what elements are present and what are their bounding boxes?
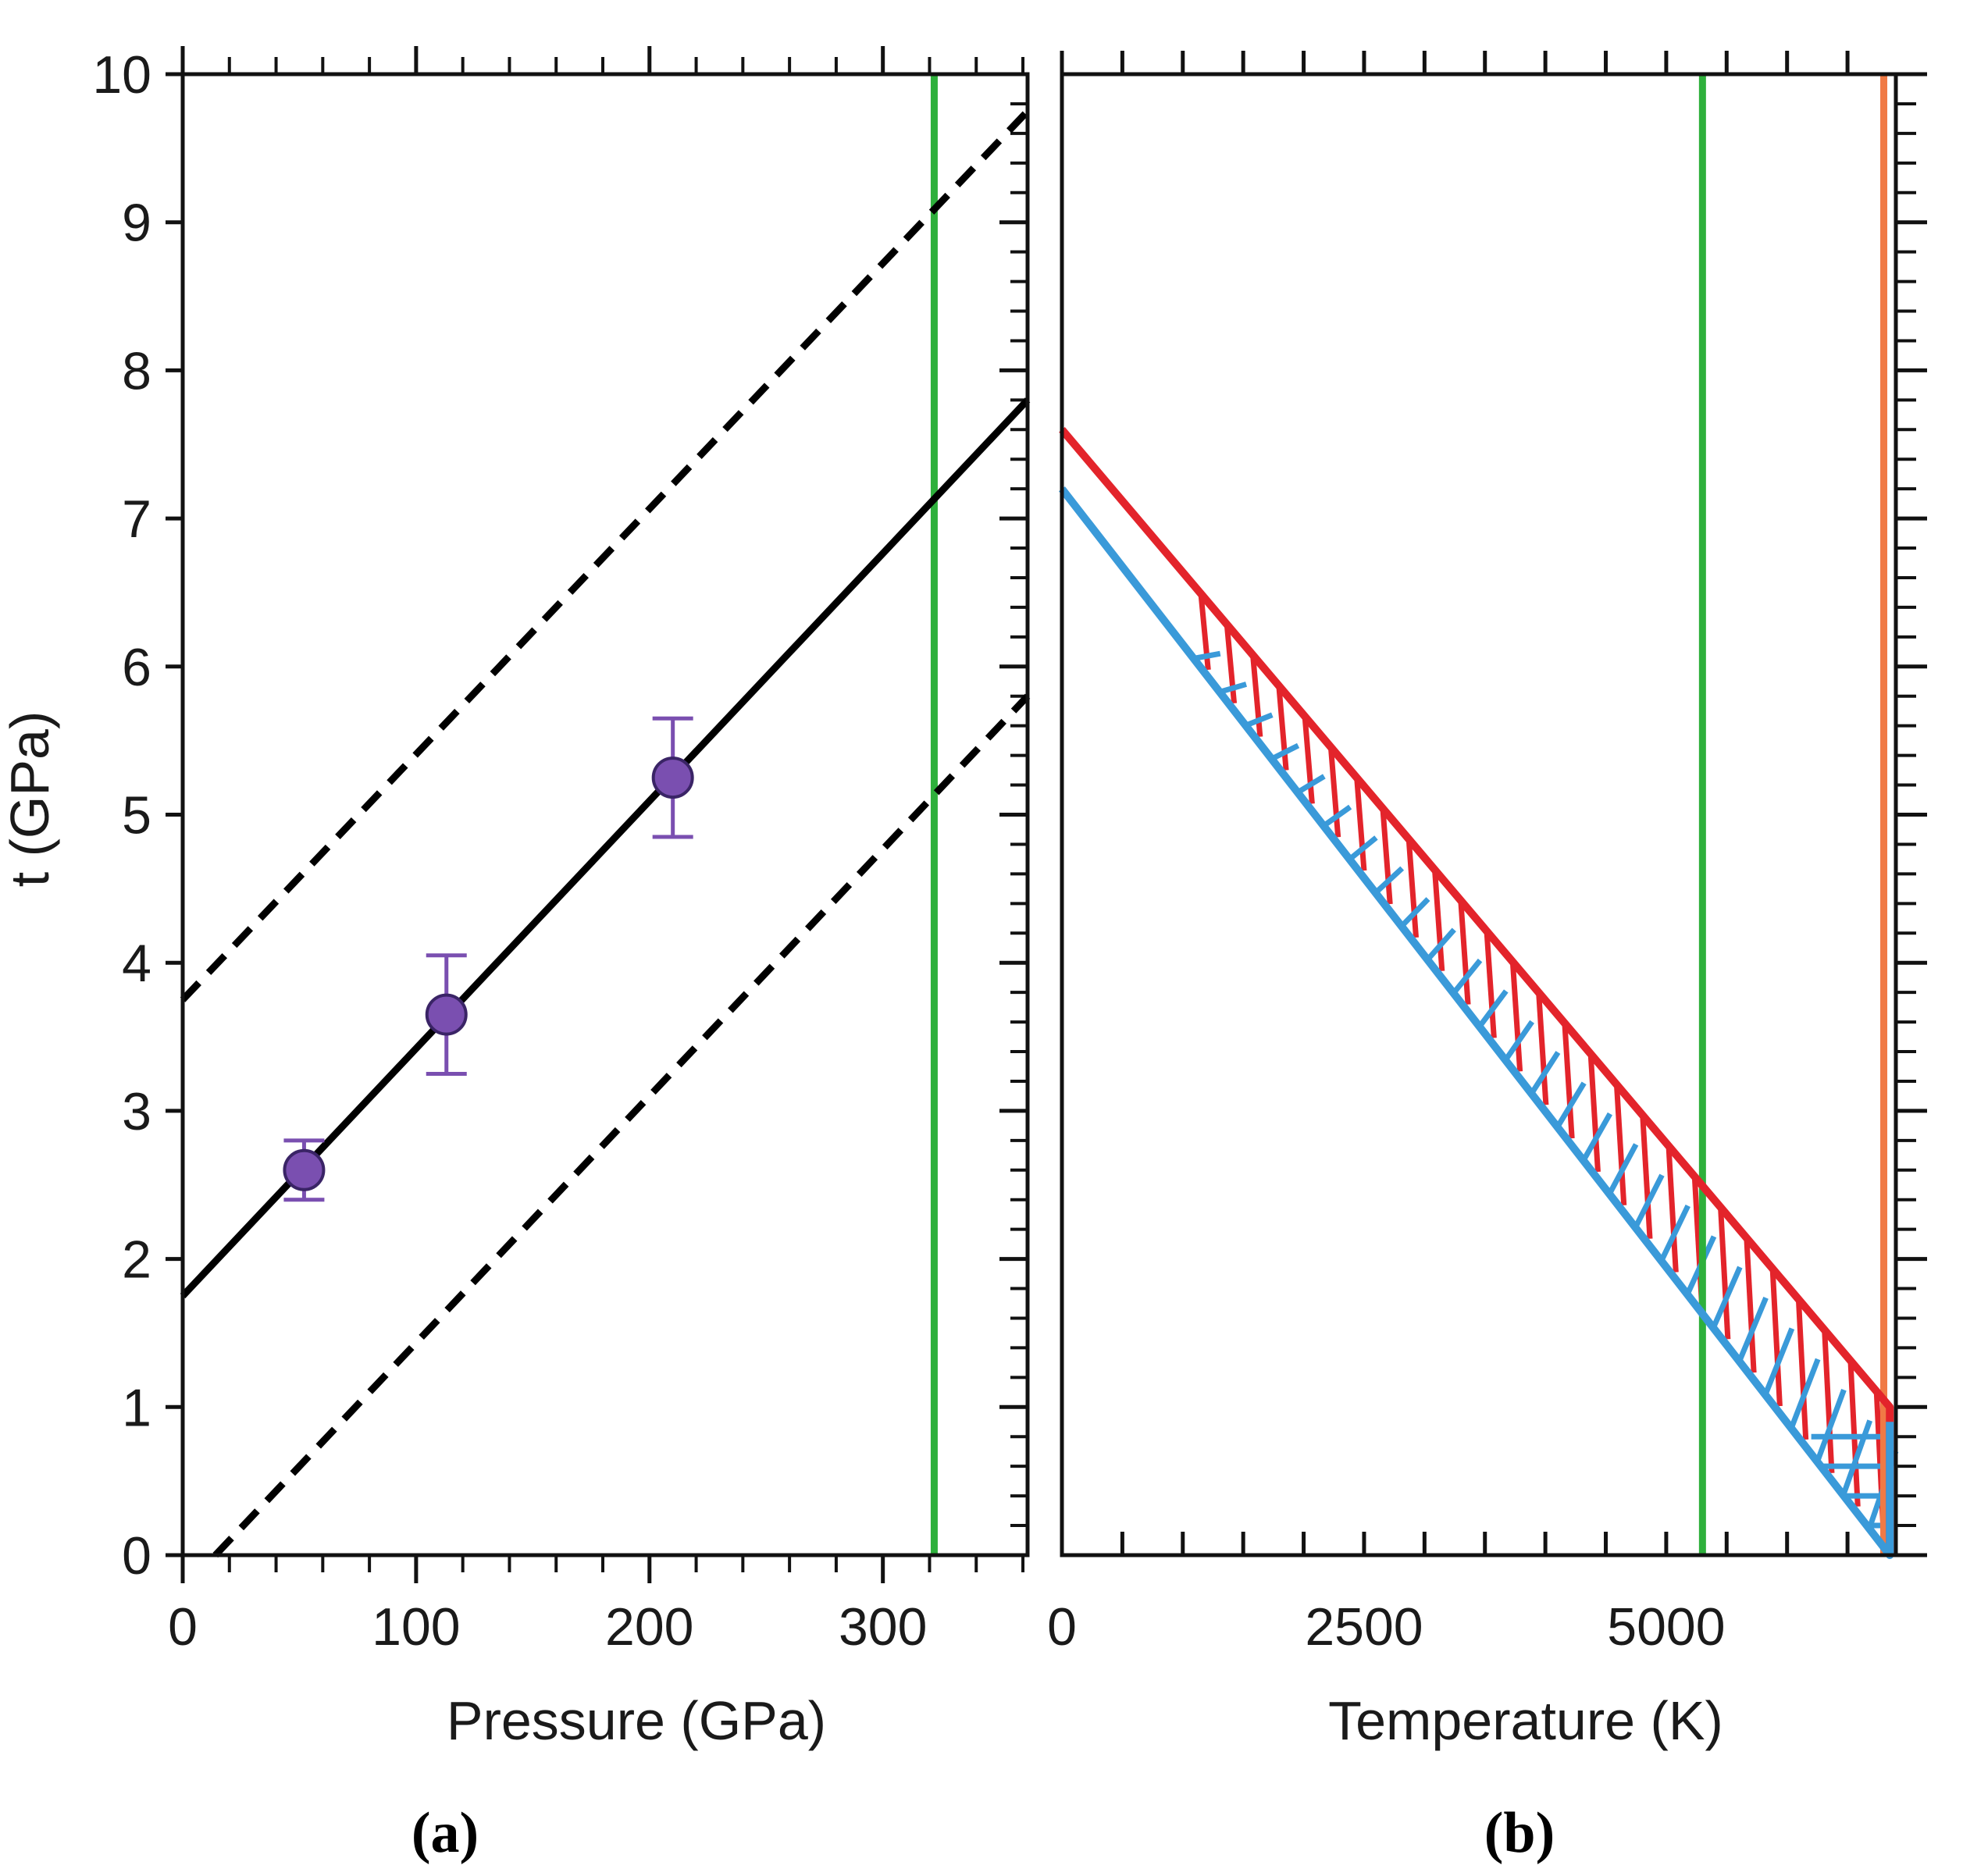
y-tick-label: 7 (122, 489, 151, 549)
red-hatch-line (1432, 869, 1445, 972)
y-tick-label: 6 (122, 638, 151, 697)
blue-hatch-line (1762, 1327, 1795, 1396)
dashed-bound-line (212, 693, 1031, 1558)
y-tick-label: 1 (122, 1378, 151, 1437)
red-hatch-line (1666, 1145, 1679, 1273)
y-tick-label: 8 (122, 341, 151, 400)
y-tick-label: 3 (122, 1082, 151, 1141)
data-point (425, 993, 468, 1036)
blue-hatch-line (1477, 989, 1509, 1029)
blue-hatch-line (1607, 1143, 1639, 1196)
x-tick-label: 5000 (1607, 1597, 1725, 1657)
blue-hatch-line (1399, 897, 1430, 928)
blue-hatch-line (1788, 1358, 1821, 1429)
data-point (651, 756, 694, 799)
panel-a-y-axis-label: t (GPa) (0, 711, 60, 888)
dashed-bound-line (180, 109, 1031, 1002)
panel-b-x-axis-label: Temperature (K) (1328, 1690, 1723, 1751)
blue-hatch-line (1296, 774, 1326, 795)
red-hatch-line (1795, 1299, 1809, 1440)
panel-b-tick-labels: 0 2500 5000 (1047, 1597, 1725, 1657)
red-hatch-line (1327, 746, 1341, 838)
red-hatch-line (1484, 931, 1497, 1038)
blue-hatch-line (1815, 1389, 1847, 1463)
red-hatch-line (1613, 1084, 1627, 1206)
red-hatch-line (1822, 1330, 1835, 1473)
red-hatch-line (1380, 808, 1393, 905)
x-tick-label: 0 (1047, 1597, 1077, 1657)
blue-hatch-line (1580, 1112, 1612, 1162)
blue-hatch-line (1658, 1204, 1690, 1262)
red-hatch-line (1405, 838, 1420, 938)
y-tick-label: 2 (122, 1230, 151, 1290)
red-hatch-line (1276, 685, 1289, 771)
blue-hatch-line (1555, 1081, 1587, 1129)
blue-hatch-line (1711, 1265, 1743, 1330)
blue-hatch-line (1219, 682, 1248, 695)
red-hatch-line (1769, 1268, 1783, 1407)
data-point (283, 1148, 326, 1191)
panel-a-plot-area (180, 74, 1031, 1558)
blue-hatch-line (1451, 958, 1483, 995)
x-tick-label: 200 (605, 1597, 693, 1657)
blue-hatch-line (1244, 712, 1274, 728)
red-hatch-line (1509, 961, 1523, 1072)
panel-a-tick-labels: 0 100 200 300 0 1 2 3 4 5 6 7 8 9 10 (92, 45, 927, 1657)
blue-hatch-line (1425, 927, 1456, 962)
y-tick-label: 4 (122, 934, 151, 993)
panel-a-x-axis-label: Pressure (GPa) (447, 1690, 826, 1751)
x-tick-label: 2500 (1305, 1597, 1423, 1657)
blue-hatch-line (1633, 1173, 1665, 1229)
panel-a: 0 100 200 300 0 1 2 3 4 5 6 7 8 9 10 Pressure (GPa) t … (0, 45, 1031, 1865)
red-hatch-line (1354, 777, 1367, 871)
blue-hatch-line (1373, 866, 1405, 895)
x-tick-label: 300 (839, 1597, 927, 1657)
x-tick-label: 100 (372, 1597, 460, 1657)
y-tick-label: 10 (92, 45, 151, 105)
y-tick-label: 0 (122, 1526, 151, 1586)
blue-hatch-line (1840, 1419, 1873, 1497)
red-hatch-line (1640, 1115, 1653, 1239)
panel-a-frame (180, 72, 1030, 1557)
x-tick-label: 0 (168, 1597, 198, 1657)
blue-hatch-line (1503, 1020, 1534, 1062)
blue-hatch-line (1529, 1051, 1561, 1095)
fit-line (180, 397, 1031, 1299)
red-hatch-line (1536, 992, 1549, 1105)
blue-hatch-line (1348, 835, 1378, 862)
y-tick-label: 9 (122, 194, 151, 253)
blue-hatch-line (1737, 1297, 1769, 1363)
blue-hatch-line (1270, 742, 1300, 762)
panel-a-caption: (a) (411, 1801, 479, 1865)
blue-hatch-line (1322, 804, 1352, 828)
red-hatch-line (1718, 1207, 1731, 1340)
blue-hatch-line (1193, 650, 1221, 661)
red-hatch-line (1562, 1023, 1575, 1139)
red-hatch-line (1847, 1360, 1861, 1507)
panel-b-frame (1060, 72, 1898, 1557)
y-tick-label: 5 (122, 786, 151, 845)
red-hatch-line (1587, 1053, 1601, 1173)
panel-b: 0 2500 5000 Temperature (K) (b) (1047, 51, 1927, 1865)
red-hatch-line (1302, 716, 1315, 804)
red-hatch-line (1458, 900, 1471, 1005)
red-hatch-line (1744, 1237, 1757, 1373)
panel-b-caption: (b) (1484, 1801, 1555, 1865)
